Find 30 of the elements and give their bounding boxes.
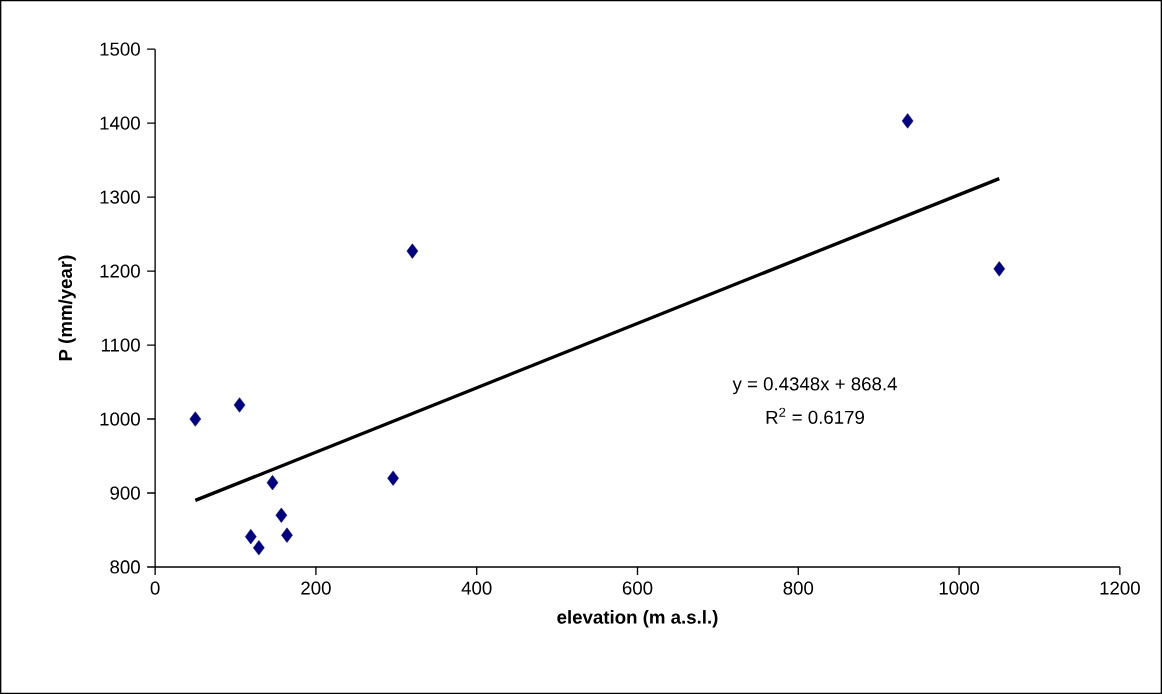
y-tick-label: 1100	[101, 338, 140, 352]
y-tick-label: 1000	[100, 412, 140, 426]
annotation: R$^{2}$ = 0.6179	[766, 407, 864, 424]
point	[253, 540, 265, 556]
x-tick-label: 400	[461, 581, 492, 595]
point	[901, 113, 914, 129]
point	[275, 507, 288, 523]
y-tick-label: 900	[110, 486, 140, 500]
point	[233, 397, 246, 413]
y-tick-label: 1200	[100, 264, 140, 278]
y-tick-label: 1500	[100, 42, 140, 56]
x-tick-label: 1000	[939, 581, 980, 595]
y-tick-label: 1400	[100, 116, 140, 130]
point	[406, 243, 419, 259]
point	[387, 470, 399, 486]
y-tick-label: 1300	[100, 190, 140, 204]
x-tick-label: 0	[150, 581, 160, 595]
x-tick-label: 200	[301, 581, 331, 595]
point	[993, 261, 1006, 277]
x-axis-title: elevation (m a.s.l.)	[557, 610, 718, 628]
point	[281, 527, 293, 543]
y-tick-label: 800	[110, 560, 140, 574]
y-axis-title: P (mm/year)	[58, 255, 76, 361]
x-tick-label: 1200	[1100, 581, 1140, 595]
point	[189, 411, 202, 427]
point	[245, 529, 257, 545]
point	[266, 475, 279, 491]
x-tick-label: 600	[622, 581, 653, 595]
x-tick-label: 800	[783, 581, 814, 595]
annotation: y = 0.4348x + 868.4	[732, 377, 897, 395]
